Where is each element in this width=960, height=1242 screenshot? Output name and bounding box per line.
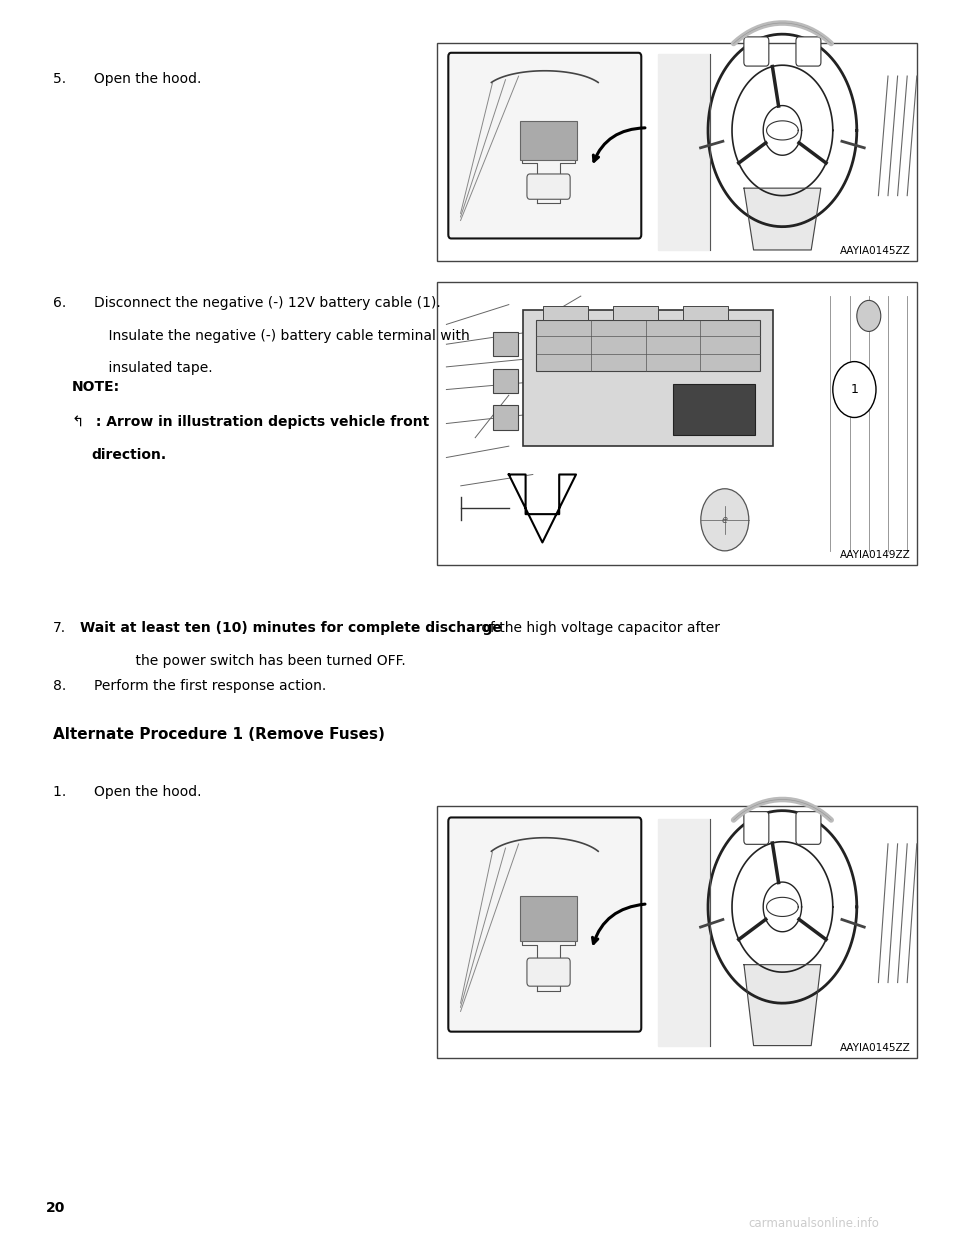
FancyBboxPatch shape: [448, 817, 641, 1032]
FancyBboxPatch shape: [527, 958, 570, 986]
Text: : Arrow in illustration depicts vehicle front: : Arrow in illustration depicts vehicle …: [91, 415, 429, 428]
Text: insulated tape.: insulated tape.: [53, 361, 212, 375]
Text: e: e: [722, 514, 728, 525]
FancyBboxPatch shape: [673, 384, 756, 435]
Circle shape: [857, 301, 881, 332]
FancyBboxPatch shape: [796, 37, 821, 66]
FancyBboxPatch shape: [493, 369, 518, 394]
Circle shape: [832, 361, 876, 417]
FancyBboxPatch shape: [437, 282, 917, 565]
FancyBboxPatch shape: [437, 806, 917, 1058]
Polygon shape: [744, 188, 821, 250]
FancyBboxPatch shape: [437, 43, 917, 261]
Text: ↰: ↰: [72, 415, 84, 430]
Text: AAYIA0145ZZ: AAYIA0145ZZ: [840, 1043, 911, 1053]
FancyBboxPatch shape: [448, 53, 641, 238]
FancyBboxPatch shape: [523, 310, 773, 446]
Text: 7.: 7.: [53, 621, 66, 635]
Text: of the high voltage capacitor after: of the high voltage capacitor after: [477, 621, 720, 635]
Text: direction.: direction.: [91, 447, 166, 462]
Text: 1: 1: [851, 383, 858, 396]
Circle shape: [701, 489, 749, 551]
FancyBboxPatch shape: [796, 812, 821, 845]
Text: 6.  Disconnect the negative (-) 12V battery cable (1).: 6. Disconnect the negative (-) 12V batte…: [53, 296, 441, 309]
FancyBboxPatch shape: [543, 307, 588, 319]
Text: NOTE:: NOTE:: [72, 380, 120, 394]
Text: 5.  Open the hood.: 5. Open the hood.: [53, 72, 202, 86]
Polygon shape: [744, 965, 821, 1046]
Text: carmanualsonline.info: carmanualsonline.info: [749, 1217, 879, 1230]
FancyBboxPatch shape: [520, 895, 577, 941]
Text: 8.  Perform the first response action.: 8. Perform the first response action.: [53, 679, 326, 693]
Polygon shape: [509, 474, 576, 543]
Text: 1.  Open the hood.: 1. Open the hood.: [53, 785, 202, 799]
Text: Wait at least ten (10) minutes for complete discharge: Wait at least ten (10) minutes for compl…: [80, 621, 501, 635]
FancyBboxPatch shape: [493, 405, 518, 430]
Text: 20: 20: [46, 1201, 65, 1215]
Text: the power switch has been turned OFF.: the power switch has been turned OFF.: [80, 653, 405, 668]
Text: Insulate the negative (-) battery cable terminal with: Insulate the negative (-) battery cable …: [53, 328, 469, 343]
FancyBboxPatch shape: [520, 120, 577, 160]
FancyBboxPatch shape: [493, 332, 518, 356]
FancyBboxPatch shape: [613, 307, 658, 319]
FancyBboxPatch shape: [744, 37, 769, 66]
Text: Alternate Procedure 1 (Remove Fuses): Alternate Procedure 1 (Remove Fuses): [53, 727, 385, 741]
Text: AAYIA0149ZZ: AAYIA0149ZZ: [840, 550, 911, 560]
FancyBboxPatch shape: [683, 307, 728, 319]
FancyBboxPatch shape: [744, 812, 769, 845]
Text: AAYIA0145ZZ: AAYIA0145ZZ: [840, 246, 911, 256]
FancyBboxPatch shape: [536, 319, 760, 371]
Polygon shape: [658, 55, 710, 250]
Polygon shape: [658, 818, 710, 1046]
FancyBboxPatch shape: [527, 174, 570, 199]
